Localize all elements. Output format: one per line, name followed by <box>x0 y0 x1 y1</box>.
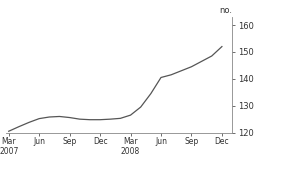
Text: no.: no. <box>219 6 232 15</box>
